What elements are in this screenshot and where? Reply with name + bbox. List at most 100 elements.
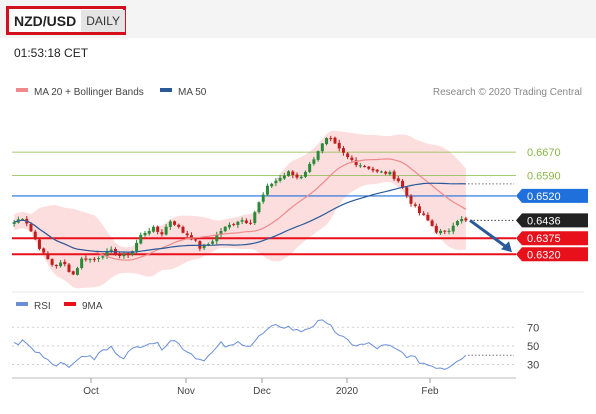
candle-body (156, 226, 160, 232)
candle-body (333, 137, 337, 144)
candle-body (434, 226, 438, 233)
candle-body (249, 222, 253, 224)
candle-body (173, 221, 177, 225)
candle-body (71, 271, 75, 275)
projection-arrow-shaft (469, 219, 509, 250)
candle-body (291, 171, 295, 175)
candle-body (211, 241, 215, 244)
candle-body (409, 195, 413, 204)
level-text-0.6375: 0.6375 (527, 233, 561, 245)
candle-body (151, 226, 155, 232)
candle-body (181, 226, 185, 233)
candle-body (50, 259, 54, 265)
legend-label-rsi-ma: 9MA (82, 301, 103, 312)
candle-body (29, 223, 33, 232)
candle-body (384, 171, 388, 174)
candle-body (337, 142, 341, 149)
candle-body (329, 138, 333, 140)
candle-body (308, 163, 312, 172)
candle-body (451, 225, 455, 232)
legend-label-ma20: MA 20 + Bollinger Bands (34, 87, 144, 98)
candle-body (185, 233, 189, 236)
candle-body (354, 160, 358, 166)
period-label[interactable]: DAILY (81, 9, 126, 32)
candle-body (143, 232, 147, 236)
pair-label: NZD/USD (14, 12, 77, 29)
candle-body (363, 166, 367, 168)
candle-body (12, 222, 16, 224)
candle-body (401, 180, 405, 188)
candle-body (447, 230, 451, 232)
candle-body (206, 244, 210, 246)
candle-body (460, 218, 464, 222)
candle-body (244, 220, 248, 224)
candle-body (358, 165, 362, 167)
candle-body (367, 166, 371, 169)
candle-body (54, 264, 58, 267)
candle-body (413, 204, 417, 206)
candle-body (92, 258, 96, 260)
candle-body (219, 231, 223, 235)
candle-body (379, 171, 383, 173)
candle-body (341, 148, 345, 153)
candle-body (101, 256, 105, 258)
symbol-selector[interactable]: NZD/USD DAILY (6, 6, 126, 35)
candle-body (164, 226, 168, 235)
candle-body (325, 138, 329, 145)
candle-body (33, 231, 37, 240)
candle-body (202, 244, 206, 249)
candle-body (299, 176, 303, 179)
candle-body (122, 254, 126, 257)
candle-body (160, 232, 164, 235)
candle-body (194, 239, 198, 241)
candle-body (396, 178, 400, 182)
candle-body (253, 212, 257, 224)
candle-body (59, 262, 63, 267)
candle-body (139, 234, 143, 244)
legend-label-rsi: RSI (34, 301, 51, 312)
candle-body (97, 258, 101, 260)
x-tick-label-Dec: Dec (253, 386, 271, 397)
legend-swatch-ma50 (160, 88, 172, 92)
candle-body (346, 153, 350, 158)
candle-body (88, 259, 92, 261)
candle-body (177, 224, 181, 227)
candle-body (223, 226, 227, 232)
candle-body (257, 202, 261, 213)
candle-body (282, 175, 286, 179)
x-tick-label-Nov: Nov (177, 386, 195, 397)
level-text-0.6520: 0.6520 (527, 191, 561, 203)
candle-body (278, 177, 282, 181)
top-bar: NZD/USD DAILY (0, 0, 596, 38)
x-tick-label-Feb: Feb (421, 386, 439, 397)
candle-body (316, 151, 320, 160)
candle-body (439, 230, 443, 234)
level-text-0.6670: 0.6670 (527, 147, 561, 159)
candle-body (126, 254, 130, 256)
candle-body (405, 187, 409, 196)
candle-body (320, 143, 324, 152)
candle-body (443, 230, 447, 232)
level-tag-0.6320 (516, 247, 588, 262)
candle-body (270, 183, 274, 187)
candle-body (274, 180, 278, 184)
candle-body (135, 242, 139, 252)
candle-body (232, 224, 236, 226)
projection-arrow-head (501, 241, 512, 253)
candle-body (227, 224, 231, 228)
candle-body (21, 218, 25, 221)
candle-body (464, 218, 468, 221)
candle-body (455, 221, 459, 226)
candle-body (63, 261, 67, 265)
candle-body (261, 194, 265, 202)
candle-body (215, 234, 219, 242)
candle-body (265, 185, 269, 195)
rsi-tick-50: 50 (527, 341, 539, 353)
candle-body (118, 254, 122, 256)
legend-swatch-ma20 (16, 88, 28, 92)
candle-body (46, 253, 50, 259)
candle-body (105, 250, 109, 257)
candle-body (37, 239, 41, 249)
timestamp: 01:53:18 CET (14, 46, 89, 60)
